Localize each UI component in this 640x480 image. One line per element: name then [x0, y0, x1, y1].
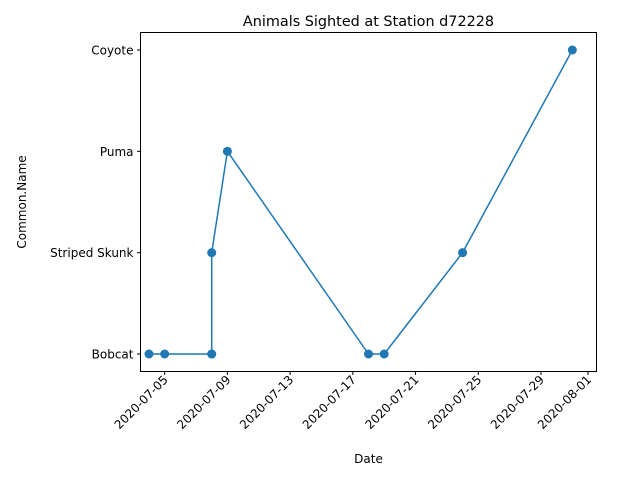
data-point: [160, 349, 170, 359]
chart-title: Animals Sighted at Station d72228: [243, 14, 494, 30]
y-axis-ticks: Bobcat Striped Skunk Puma Coyote: [50, 44, 141, 362]
data-point: [379, 349, 389, 359]
x-tick-label: 2020-07-25: [425, 373, 484, 432]
data-point: [222, 146, 232, 156]
plot-frame: [140, 32, 597, 372]
x-axis-label: Date: [354, 452, 383, 466]
data-point: [207, 248, 217, 258]
data-point: [364, 349, 373, 359]
x-tick-label: 2020-07-05: [112, 373, 171, 432]
x-tick-label: 2020-07-13: [237, 373, 296, 432]
y-tick-label: Bobcat: [92, 348, 134, 362]
data-point: [207, 349, 217, 359]
data-point: [567, 45, 577, 55]
x-axis-ticks: 2020-07-05 2020-07-09 2020-07-13 2020-07-17…: [112, 371, 594, 432]
y-axis-label: Common.Name: [15, 155, 29, 248]
x-tick-label: 2020-07-17: [300, 373, 359, 432]
y-tick-label: Striped Skunk: [50, 246, 133, 260]
series-line: [148, 49, 573, 355]
y-tick-label: Coyote: [91, 44, 133, 58]
series-layer: [144, 45, 577, 359]
data-point: [458, 248, 468, 258]
x-tick-label: 2020-07-21: [362, 373, 421, 432]
y-tick-label: Puma: [100, 145, 134, 159]
data-point: [144, 349, 154, 359]
x-tick-label: 2020-07-09: [174, 373, 233, 432]
